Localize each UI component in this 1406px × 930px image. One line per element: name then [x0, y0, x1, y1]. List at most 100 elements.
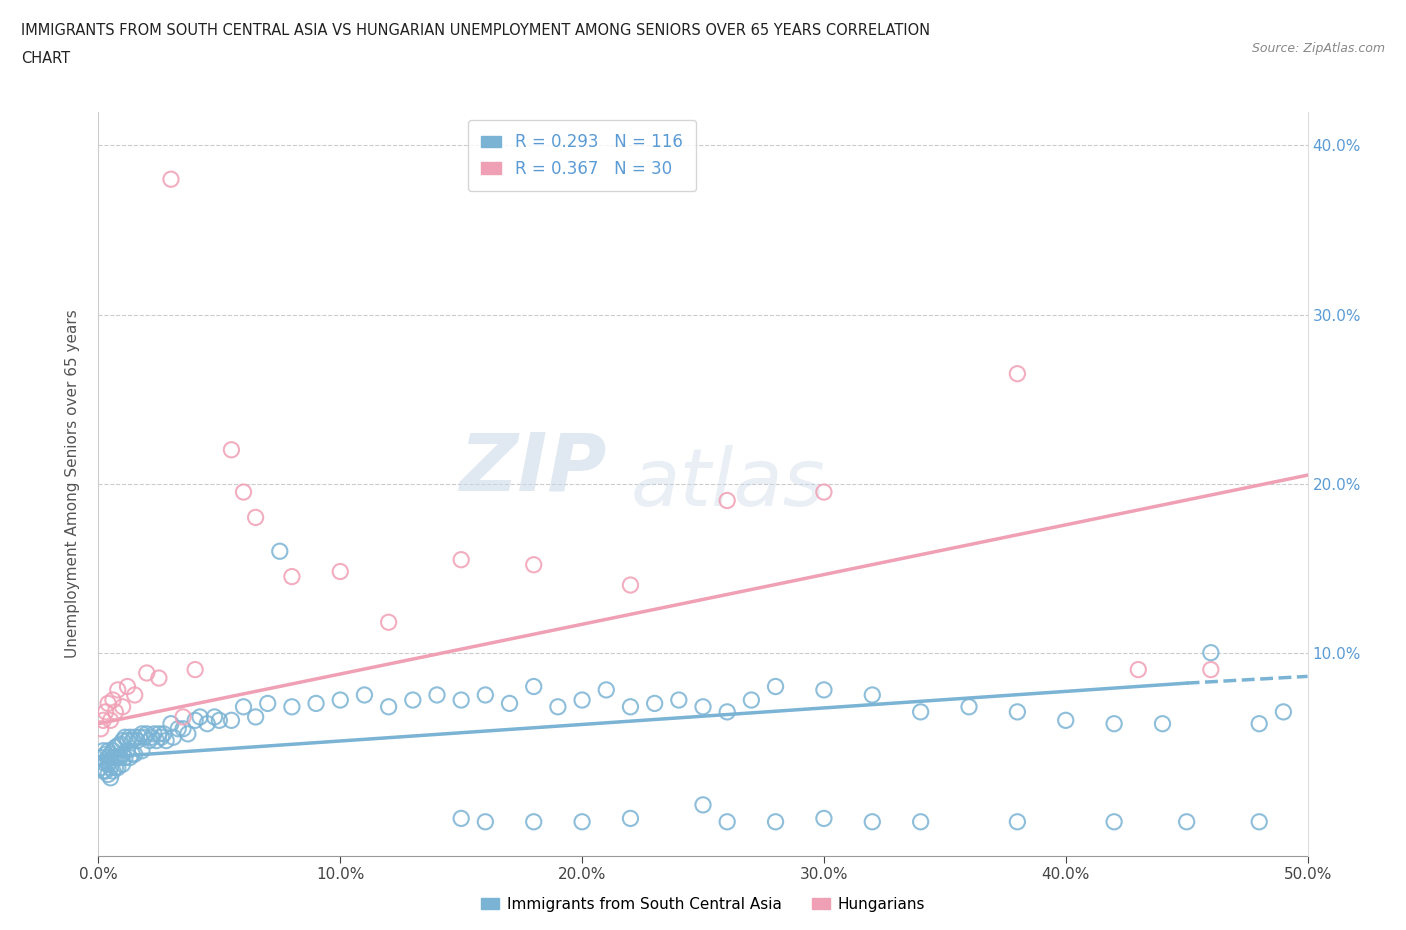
Point — [97, 757, 120, 772]
Point — [765, 679, 787, 694]
Point — [188, 710, 211, 724]
Point — [716, 493, 738, 508]
Point — [692, 699, 714, 714]
Point — [1152, 716, 1174, 731]
Y-axis label: Unemployment Among Seniors over 65 years: Unemployment Among Seniors over 65 years — [65, 309, 80, 658]
Point — [571, 693, 593, 708]
Point — [124, 747, 146, 762]
Point — [118, 730, 141, 745]
Point — [221, 713, 243, 728]
Point — [1272, 704, 1295, 719]
Point — [474, 687, 496, 702]
Point — [91, 755, 114, 770]
Point — [114, 751, 136, 765]
Point — [108, 737, 131, 751]
Point — [172, 722, 194, 737]
Point — [523, 679, 546, 694]
Point — [135, 726, 157, 741]
Point — [547, 699, 569, 714]
Point — [281, 699, 304, 714]
Point — [104, 760, 127, 775]
Point — [135, 666, 157, 681]
Point — [150, 730, 173, 745]
Point — [107, 760, 129, 775]
Point — [107, 738, 129, 753]
Point — [91, 764, 114, 778]
Point — [148, 671, 170, 685]
Point — [100, 760, 122, 775]
Point — [100, 770, 122, 785]
Point — [117, 679, 139, 694]
Point — [1007, 366, 1029, 381]
Point — [117, 733, 139, 748]
Point — [107, 683, 129, 698]
Point — [195, 716, 218, 731]
Point — [1054, 713, 1077, 728]
Point — [1007, 815, 1029, 830]
Point — [571, 815, 593, 830]
Point — [100, 747, 122, 762]
Point — [498, 696, 520, 711]
Point — [910, 704, 932, 719]
Point — [813, 683, 835, 698]
Point — [117, 743, 139, 758]
Point — [114, 730, 136, 745]
Point — [94, 764, 117, 778]
Point — [860, 815, 883, 830]
Point — [450, 693, 472, 708]
Point — [1128, 662, 1150, 677]
Point — [668, 693, 690, 708]
Point — [104, 740, 127, 755]
Text: CHART: CHART — [21, 51, 70, 66]
Point — [329, 693, 352, 708]
Point — [221, 443, 243, 458]
Point — [716, 704, 738, 719]
Point — [138, 733, 160, 748]
Legend: Immigrants from South Central Asia, Hungarians: Immigrants from South Central Asia, Hung… — [474, 891, 932, 918]
Point — [97, 743, 120, 758]
Point — [1249, 815, 1271, 830]
Point — [450, 811, 472, 826]
Point — [377, 615, 399, 630]
Point — [765, 815, 787, 830]
Point — [121, 733, 143, 748]
Point — [1102, 716, 1125, 731]
Text: atlas: atlas — [630, 445, 825, 523]
Point — [716, 815, 738, 830]
Point — [111, 757, 134, 772]
Point — [94, 704, 117, 719]
Point — [108, 751, 131, 765]
Point — [957, 699, 980, 714]
Point — [91, 713, 114, 728]
Point — [329, 565, 352, 579]
Point — [148, 726, 170, 741]
Point — [232, 485, 254, 499]
Text: ZIP: ZIP — [458, 430, 606, 508]
Point — [152, 726, 174, 741]
Point — [474, 815, 496, 830]
Point — [1102, 815, 1125, 830]
Point — [184, 662, 207, 677]
Point — [101, 764, 124, 778]
Point — [128, 730, 150, 745]
Point — [145, 733, 167, 748]
Point — [740, 693, 762, 708]
Point — [127, 733, 149, 748]
Point — [143, 726, 166, 741]
Point — [281, 569, 304, 584]
Point — [177, 726, 200, 741]
Text: IMMIGRANTS FROM SOUTH CENTRAL ASIA VS HUNGARIAN UNEMPLOYMENT AMONG SENIORS OVER : IMMIGRANTS FROM SOUTH CENTRAL ASIA VS HU… — [21, 23, 931, 38]
Point — [104, 704, 127, 719]
Point — [160, 716, 183, 731]
Point — [141, 730, 163, 745]
Point — [184, 713, 207, 728]
Point — [305, 696, 328, 711]
Point — [97, 751, 120, 765]
Point — [91, 743, 114, 758]
Point — [97, 696, 120, 711]
Point — [101, 751, 124, 765]
Point — [619, 699, 641, 714]
Point — [155, 733, 177, 748]
Point — [90, 751, 112, 765]
Point — [121, 747, 143, 762]
